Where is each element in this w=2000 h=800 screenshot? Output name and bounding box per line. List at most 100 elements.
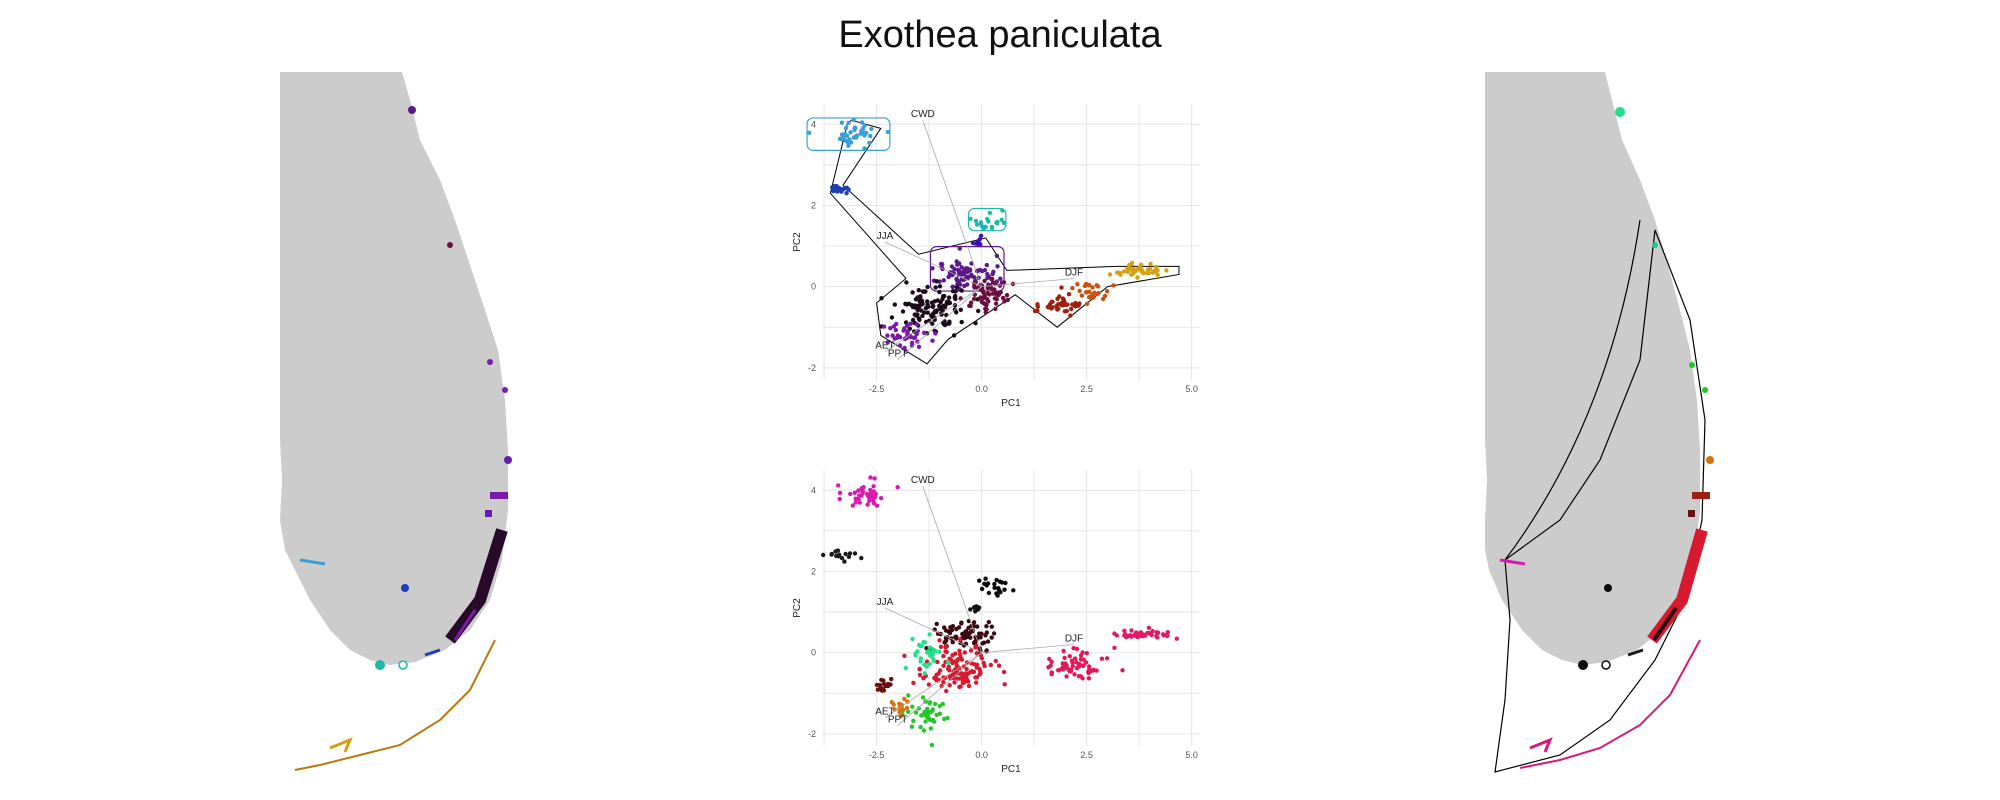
data-point <box>906 693 911 698</box>
data-point <box>927 318 932 323</box>
map-marker <box>504 456 512 464</box>
data-point <box>1118 272 1123 277</box>
data-point <box>888 326 893 331</box>
data-point <box>925 299 930 304</box>
data-point <box>946 295 952 300</box>
data-point <box>964 666 969 672</box>
data-point <box>867 140 872 145</box>
map-marker <box>1688 510 1695 517</box>
data-point <box>981 300 986 306</box>
data-point <box>966 625 971 631</box>
data-point <box>920 695 926 700</box>
data-point <box>913 710 919 715</box>
map-marker <box>485 510 492 517</box>
data-point <box>929 708 935 714</box>
data-point <box>1129 634 1134 639</box>
map-marker <box>1519 639 1701 769</box>
data-point <box>973 321 978 326</box>
data-point <box>852 490 857 495</box>
data-point <box>909 724 915 729</box>
data-point <box>947 321 952 326</box>
data-point <box>986 219 991 224</box>
data-point <box>933 331 938 336</box>
data-point <box>1002 682 1007 687</box>
data-point <box>856 488 861 493</box>
data-point <box>973 645 978 650</box>
data-point <box>944 688 949 694</box>
map-marker <box>445 528 508 644</box>
data-point <box>927 700 933 705</box>
data-point <box>1001 669 1007 675</box>
data-point <box>862 123 867 128</box>
data-point <box>933 285 938 290</box>
tick-labels: -2.5 0.0 2.5 5.0 -2 0 2 4 <box>808 485 1198 760</box>
data-point <box>885 340 890 345</box>
data-point <box>937 649 942 654</box>
data-point <box>846 143 851 148</box>
data-point <box>999 580 1005 585</box>
data-point <box>1130 271 1136 276</box>
y-axis-label: PC2 <box>792 232 803 252</box>
data-point <box>902 696 907 702</box>
data-point <box>910 636 915 642</box>
map-marker <box>490 492 508 499</box>
data-point <box>1056 306 1061 311</box>
x-tick-label: 2.5 <box>1080 384 1093 394</box>
data-point <box>1074 646 1080 652</box>
map-marker <box>375 660 385 670</box>
data-point <box>871 484 876 489</box>
data-point <box>954 285 960 290</box>
data-point <box>945 715 950 721</box>
data-point <box>844 191 849 196</box>
data-point <box>853 500 858 505</box>
data-point <box>1076 664 1082 669</box>
cluster-hull <box>806 117 891 151</box>
data-point <box>895 485 900 490</box>
x-tick-label: 5.0 <box>1185 384 1198 394</box>
data-point <box>1131 266 1136 272</box>
data-point <box>879 496 884 501</box>
vector-label: DJF <box>1065 634 1083 645</box>
map-marker <box>1652 242 1658 248</box>
data-point <box>1086 676 1092 681</box>
data-point <box>998 276 1003 281</box>
data-point <box>985 272 990 277</box>
data-point <box>1154 633 1159 639</box>
data-point <box>942 640 947 645</box>
data-point <box>846 120 851 126</box>
data-point <box>925 302 930 307</box>
data-point <box>925 284 930 290</box>
data-point <box>899 713 904 719</box>
data-point <box>839 120 845 125</box>
map-marker <box>424 648 441 657</box>
map-marker <box>1627 648 1644 657</box>
x-axis-label: PC1 <box>1001 764 1021 775</box>
data-point <box>1032 308 1038 314</box>
loading-vector <box>897 286 982 361</box>
data-point <box>916 344 922 349</box>
data-point <box>1150 628 1155 634</box>
data-point <box>969 274 974 279</box>
data-point <box>848 130 853 135</box>
data-point <box>992 287 997 292</box>
data-point <box>965 274 970 280</box>
data-point <box>941 294 946 299</box>
data-point <box>1049 670 1054 675</box>
y-tick-label: 0 <box>811 282 816 292</box>
data-point <box>1094 668 1099 673</box>
map-markers-right <box>1499 107 1714 769</box>
data-point <box>960 631 965 637</box>
outer-hull-right <box>1494 229 1706 773</box>
data-point <box>1035 304 1041 309</box>
vector-label: PPT <box>888 349 907 360</box>
data-point <box>806 130 812 135</box>
data-point <box>904 323 910 328</box>
data-point <box>926 682 932 687</box>
data-point <box>962 650 967 655</box>
data-point <box>1095 284 1101 289</box>
loading-vector <box>981 644 1075 654</box>
data-point <box>1104 656 1110 661</box>
data-point <box>837 490 843 496</box>
